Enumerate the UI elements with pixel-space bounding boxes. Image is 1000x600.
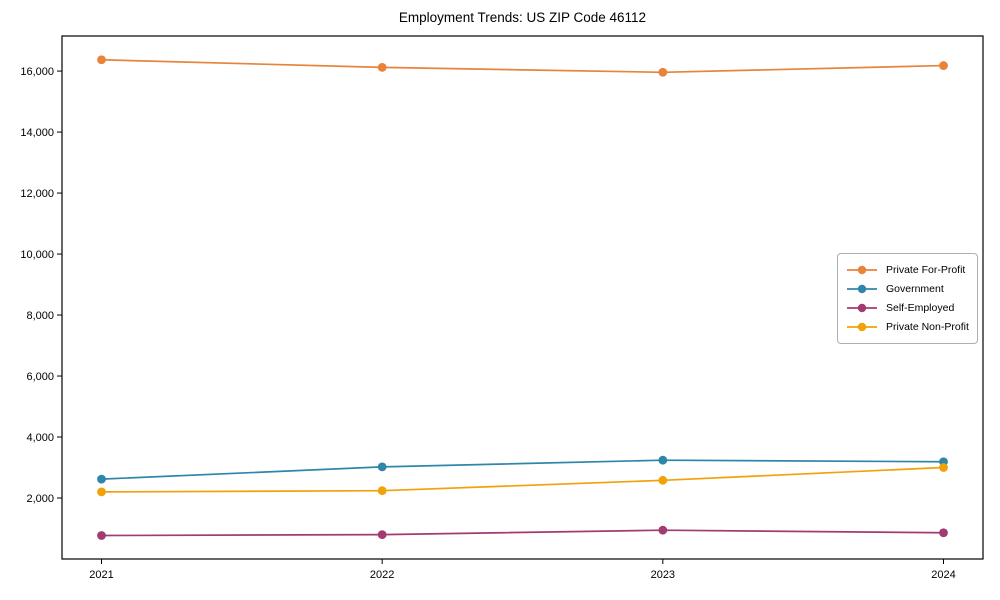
series-marker-private-non-profit	[97, 487, 106, 497]
y-tick-label: 2,000	[26, 493, 54, 505]
y-tick-label: 16,000	[20, 66, 54, 78]
series-line-private-non-profit	[101, 466, 944, 493]
axes-frame	[61, 35, 984, 560]
x-tick-label: 2024	[931, 569, 955, 581]
series-line-self-employed	[101, 529, 944, 537]
series-marker-private-for-profit	[939, 61, 948, 70]
y-tick-label: 6,000	[26, 371, 54, 383]
y-tick-label: 10,000	[20, 249, 54, 261]
series-marker-private-for-profit	[658, 67, 668, 77]
legend-item-government: Government	[846, 283, 969, 295]
y-tick-label: 4,000	[26, 432, 54, 444]
y-tick-label: 12,000	[20, 188, 54, 200]
legend-marker-icon	[847, 303, 877, 313]
chart-legend: Private For-Profit Government Self-Employe…	[837, 253, 978, 344]
legend-item-private-for-profit: Private For-Profit	[846, 264, 969, 276]
series-marker-private-for-profit	[377, 63, 387, 72]
legend-marker-icon	[847, 265, 877, 275]
series-marker-private-non-profit	[377, 486, 387, 496]
series-marker-self-employed	[97, 531, 106, 540]
legend-item-private-non-profit: Private Non-Profit	[846, 321, 969, 333]
legend-marker-icon	[847, 284, 877, 294]
x-tick-label: 2022	[370, 569, 394, 581]
series-marker-government	[658, 455, 668, 465]
legend-label: Government	[886, 283, 944, 295]
series-marker-private-non-profit	[939, 463, 948, 472]
legend-item-self-employed: Self-Employed	[846, 302, 969, 314]
series-marker-self-employed	[377, 530, 387, 540]
y-tick-label: 8,000	[26, 310, 54, 322]
legend-marker-icon	[847, 322, 877, 332]
legend-label: Self-Employed	[886, 302, 955, 314]
legend-label: Private Non-Profit	[886, 321, 969, 333]
series-line-government	[101, 459, 944, 480]
y-tick-label: 14,000	[20, 127, 54, 139]
series-marker-government	[377, 462, 387, 472]
series-line-private-for-profit	[101, 58, 944, 74]
series-marker-self-employed	[658, 525, 668, 535]
chart-title: Employment Trends: US ZIP Code 46112	[398, 10, 647, 25]
x-tick-label: 2023	[651, 569, 675, 581]
x-tick-label: 2021	[89, 569, 113, 581]
series-marker-government	[97, 474, 106, 484]
series-marker-self-employed	[939, 528, 948, 538]
legend-label: Private For-Profit	[886, 264, 966, 276]
series-marker-private-for-profit	[97, 55, 106, 65]
series-marker-private-non-profit	[658, 475, 668, 485]
